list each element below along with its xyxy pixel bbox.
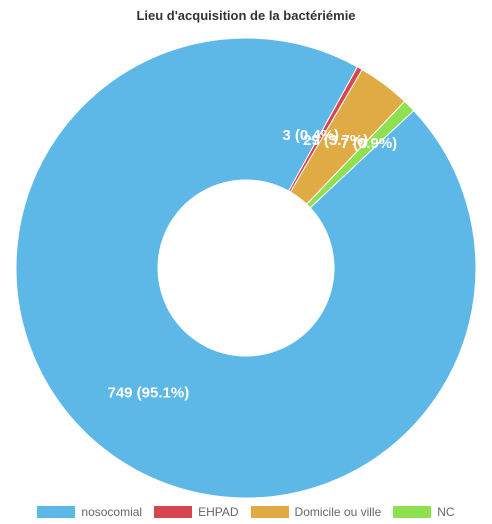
- legend-label: EHPAD: [198, 505, 239, 519]
- legend-item-domicile-ou-ville[interactable]: Domicile ou ville: [250, 505, 382, 519]
- legend-item-nosocomial[interactable]: nosocomial: [37, 505, 142, 519]
- slice-nosocomial[interactable]: [15, 37, 477, 499]
- data-label-nc: 7 (0.9%): [340, 135, 397, 152]
- slice-nc[interactable]: [305, 100, 415, 209]
- legend-item-ehpad[interactable]: EHPAD: [154, 505, 239, 519]
- data-label-domicile-ou-ville: 29 (3.7%): [303, 132, 368, 149]
- legend-swatch: [154, 506, 193, 518]
- legend-item-nc[interactable]: NC: [393, 505, 455, 519]
- doughnut-chart: 749 (95.1%) 3 (0.4%)29 (3.7%)7 (0.9%): [15, 37, 477, 499]
- legend-swatch: [37, 506, 76, 518]
- data-label-ehpad: 3 (0.4%): [282, 127, 339, 144]
- legend-label: Domicile ou ville: [294, 505, 382, 519]
- legend-swatch: [393, 506, 432, 518]
- chart-title: Lieu d'acquisition de la bactériémie: [136, 8, 356, 23]
- legend-swatch: [250, 506, 289, 518]
- legend-label: nosocomial: [81, 505, 143, 519]
- data-label-nosocomial: 749 (95.1%): [107, 384, 189, 401]
- chart-legend: nosocomial EHPAD Domicile ou ville NC: [0, 503, 492, 521]
- legend-label: NC: [437, 505, 455, 519]
